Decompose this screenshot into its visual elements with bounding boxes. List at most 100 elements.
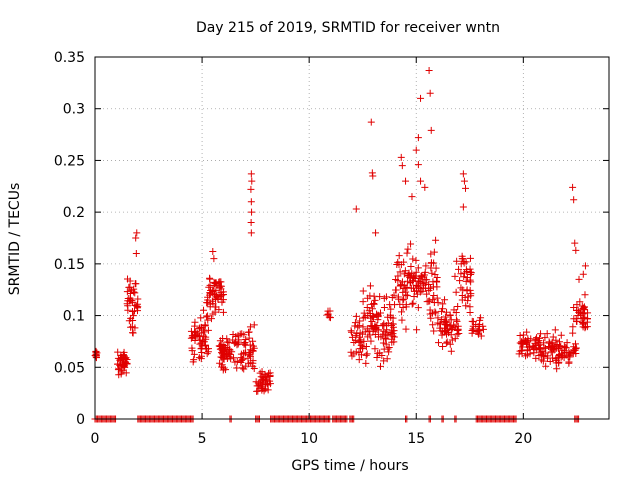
data-point bbox=[187, 327, 195, 335]
data-point bbox=[516, 339, 524, 347]
data-point bbox=[552, 336, 560, 344]
data-point bbox=[226, 350, 234, 358]
data-point bbox=[198, 342, 206, 350]
data-point bbox=[370, 300, 378, 308]
data-point bbox=[418, 287, 426, 295]
data-point bbox=[433, 294, 441, 302]
data-point bbox=[326, 307, 334, 315]
data-point bbox=[537, 330, 545, 338]
data-point bbox=[462, 184, 470, 192]
data-point bbox=[219, 347, 227, 355]
data-point bbox=[131, 301, 139, 309]
data-point bbox=[249, 337, 257, 345]
data-point bbox=[247, 170, 255, 178]
data-point bbox=[124, 275, 132, 283]
data-point bbox=[398, 316, 406, 324]
data-point bbox=[229, 336, 237, 344]
data-point bbox=[369, 327, 377, 335]
data-point bbox=[455, 329, 463, 337]
data-point bbox=[380, 320, 388, 328]
data-point bbox=[266, 369, 274, 377]
data-point bbox=[368, 317, 376, 325]
data-point bbox=[556, 342, 564, 350]
data-point bbox=[558, 346, 566, 354]
data-point bbox=[388, 338, 396, 346]
data-point bbox=[375, 333, 383, 341]
data-point bbox=[352, 332, 360, 340]
data-point bbox=[191, 322, 199, 330]
y-tick-label: 0.05 bbox=[54, 360, 85, 376]
data-point bbox=[421, 183, 429, 191]
data-point bbox=[447, 331, 455, 339]
data-point bbox=[479, 325, 487, 333]
data-point bbox=[238, 364, 246, 372]
data-point bbox=[219, 308, 227, 316]
data-point bbox=[555, 352, 563, 360]
data-point bbox=[458, 255, 466, 263]
data-point bbox=[412, 146, 420, 154]
data-point bbox=[569, 323, 577, 331]
data-point bbox=[412, 268, 420, 276]
data-point bbox=[258, 375, 266, 383]
data-point bbox=[468, 317, 476, 325]
data-point bbox=[397, 281, 405, 289]
data-point bbox=[417, 94, 425, 102]
data-point bbox=[116, 355, 124, 363]
data-point bbox=[203, 345, 211, 353]
data-point bbox=[580, 315, 588, 323]
data-point bbox=[569, 183, 577, 191]
data-point bbox=[245, 334, 253, 342]
data-point bbox=[560, 343, 568, 351]
data-point bbox=[380, 303, 388, 311]
data-point bbox=[581, 291, 589, 299]
data-point bbox=[92, 354, 100, 362]
data-point bbox=[389, 332, 397, 340]
data-point bbox=[366, 331, 374, 339]
data-point bbox=[402, 288, 410, 296]
data-point bbox=[220, 341, 228, 349]
data-point bbox=[247, 198, 255, 206]
data-point bbox=[454, 326, 462, 334]
data-point bbox=[371, 322, 379, 330]
data-point bbox=[261, 372, 269, 380]
data-point bbox=[531, 339, 539, 347]
x-tick-label: 15 bbox=[407, 431, 425, 447]
data-point bbox=[572, 344, 580, 352]
data-point bbox=[225, 349, 233, 357]
data-point bbox=[541, 334, 549, 342]
data-point bbox=[390, 291, 398, 299]
data-point bbox=[134, 295, 142, 303]
data-point bbox=[572, 246, 580, 254]
data-point bbox=[398, 308, 406, 316]
data-point bbox=[476, 326, 484, 334]
data-point bbox=[347, 327, 355, 335]
data-point bbox=[232, 333, 240, 341]
data-point bbox=[466, 254, 474, 262]
data-point bbox=[399, 296, 407, 304]
data-point bbox=[412, 256, 420, 264]
data-point bbox=[561, 343, 569, 351]
data-point bbox=[215, 306, 223, 314]
data-point bbox=[195, 332, 203, 340]
data-point bbox=[362, 359, 370, 367]
data-point bbox=[131, 280, 139, 288]
data-point bbox=[579, 270, 587, 278]
data-point bbox=[518, 350, 526, 358]
data-point bbox=[385, 348, 393, 356]
data-point bbox=[459, 170, 467, 178]
data-point bbox=[463, 286, 471, 294]
data-point bbox=[475, 330, 483, 338]
data-point bbox=[536, 344, 544, 352]
data-point bbox=[455, 265, 463, 273]
data-point bbox=[398, 162, 406, 170]
data-point bbox=[381, 334, 389, 342]
data-point bbox=[410, 287, 418, 295]
data-point bbox=[114, 348, 122, 356]
data-point bbox=[537, 345, 545, 353]
data-point bbox=[370, 292, 378, 300]
data-point bbox=[382, 293, 390, 301]
data-point bbox=[221, 352, 229, 360]
data-point bbox=[196, 324, 204, 332]
data-point bbox=[404, 277, 412, 285]
data-point bbox=[469, 325, 477, 333]
